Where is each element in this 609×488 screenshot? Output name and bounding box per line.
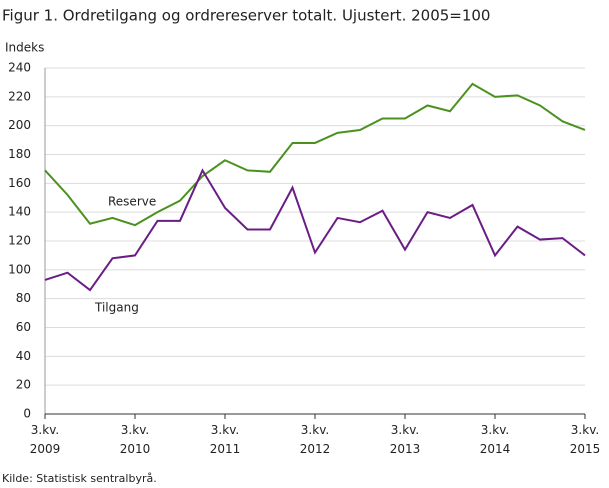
x-tick-label-line: 2015 xyxy=(570,442,601,456)
y-tick-label: 240 xyxy=(8,61,31,75)
y-tick-label: 120 xyxy=(8,234,31,248)
y-axis-label: Indeks xyxy=(5,41,44,55)
y-tick-label: 140 xyxy=(8,205,31,219)
x-tick-label-line: 3.kv. xyxy=(301,423,329,437)
y-tick-label: 40 xyxy=(16,349,31,363)
x-tick-label: 3.kv. 2010 xyxy=(120,423,151,456)
y-tick-label: 0 xyxy=(23,407,31,421)
y-tick-label: 100 xyxy=(8,262,31,276)
y-tick-label: 20 xyxy=(16,378,31,392)
y-tick-label: 80 xyxy=(16,291,31,305)
source: Kilde: Statistisk sentralbyrå. xyxy=(2,472,157,485)
series-line xyxy=(44,168,586,292)
x-tick-label-line: 2010 xyxy=(120,442,151,456)
x-tick-label-line: 3.kv. xyxy=(211,423,239,437)
x-tick-label-line: 2009 xyxy=(30,442,61,456)
x-tick-label-line: 2013 xyxy=(390,442,421,456)
series-label: Tilgang xyxy=(94,301,139,315)
y-tick-label: 220 xyxy=(8,89,31,103)
x-tick-label: 3.kv. 2013 xyxy=(390,423,421,456)
y-tick-label: 60 xyxy=(16,320,31,334)
y-tick-label: 180 xyxy=(8,147,31,161)
series-label: Reserve xyxy=(108,195,156,209)
x-tick-label-line: 3.kv. xyxy=(121,423,149,437)
x-tick-label-line: 2014 xyxy=(480,442,511,456)
x-tick-label-line: 2012 xyxy=(300,442,331,456)
x-tick-label: 3.kv. 2012 xyxy=(300,423,331,456)
x-tick-label: 3.kv. 2015 xyxy=(570,423,601,456)
x-tick-label-line: 3.kv. xyxy=(391,423,419,437)
x-tick-label-line: 2011 xyxy=(210,442,241,456)
x-tick-label-line: 3.kv. xyxy=(571,423,599,437)
x-tick-label: 3.kv. 2011 xyxy=(210,423,241,456)
series-line xyxy=(44,82,586,227)
chart-title: Figur 1. Ordretilgang og ordrereserver t… xyxy=(2,7,490,25)
y-tick-label: 160 xyxy=(8,176,31,190)
x-tick-label: 3.kv. 2014 xyxy=(480,423,511,456)
x-tick-label-line: 3.kv. xyxy=(31,423,59,437)
y-tick-label: 200 xyxy=(8,118,31,132)
x-tick-label-line: 3.kv. xyxy=(481,423,509,437)
x-tick-label: 3.kv. 2009 xyxy=(30,423,61,456)
